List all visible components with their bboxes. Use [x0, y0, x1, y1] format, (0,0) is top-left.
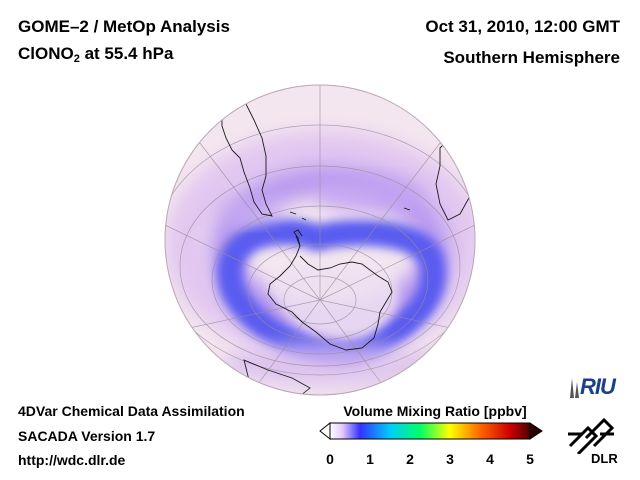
- colorbar-title: Volume Mixing Ratio [ppbv]: [343, 403, 527, 419]
- globe-map: [164, 84, 476, 396]
- title-product: GOME–2 / MetOp Analysis: [18, 17, 230, 36]
- species-level: at 55.4 hPa: [79, 44, 174, 63]
- footer-url[interactable]: http://wdc.dlr.de: [18, 452, 126, 468]
- colorbar-arrow-right: [529, 422, 543, 440]
- globe-shading: [165, 85, 475, 395]
- footer-method: 4DVar Chemical Data Assimilation: [18, 403, 245, 419]
- colorbar-tick: 1: [366, 451, 374, 467]
- colorbar-tick: 4: [486, 451, 494, 467]
- colorbar-tick: 5: [526, 451, 534, 467]
- riu-logo-mark: [570, 378, 579, 398]
- colorbar-tick: 0: [326, 451, 334, 467]
- dlr-logo: DLR: [591, 451, 618, 466]
- colorbar-tick: 3: [446, 451, 454, 467]
- region-label: Southern Hemisphere: [443, 48, 620, 67]
- footer-version: SACADA Version 1.7: [18, 428, 156, 444]
- colorbar-tick: 2: [406, 451, 414, 467]
- colorbar: [319, 421, 543, 441]
- species-name: ClONO: [18, 44, 74, 63]
- colorbar-arrow-left: [319, 421, 331, 441]
- title-species: ClONO2 at 55.4 hPa: [18, 44, 173, 65]
- species-subscript: 2: [73, 53, 80, 65]
- date-label: Oct 31, 2010, 12:00 GMT: [425, 17, 620, 36]
- dlr-logo-icon: [568, 417, 615, 454]
- globe-outline: [164, 84, 476, 396]
- riu-logo: RIU: [580, 374, 616, 399]
- colorbar-gradient: [329, 422, 531, 440]
